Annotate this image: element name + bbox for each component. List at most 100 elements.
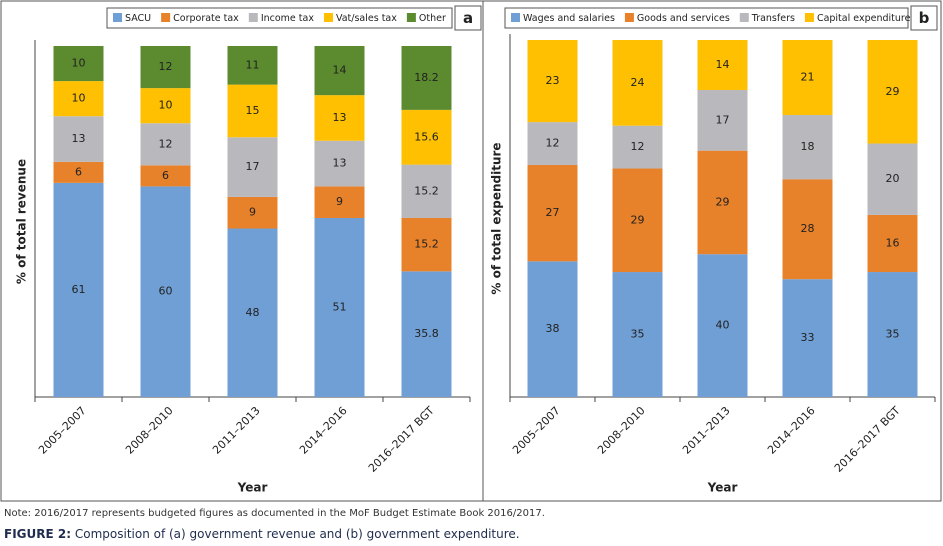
x-tick-label: 2014–2016 xyxy=(297,404,350,457)
bar-segment xyxy=(612,168,663,273)
data-label: 6 xyxy=(162,169,169,182)
data-label: 23 xyxy=(546,74,560,87)
x-tick-label: 2011–2013 xyxy=(680,404,733,457)
data-label: 21 xyxy=(801,70,815,83)
bar-segment xyxy=(697,150,748,255)
x-tick-label: 2014–2016 xyxy=(765,404,818,457)
bar-segment xyxy=(140,123,191,166)
data-label: 20 xyxy=(886,172,900,185)
bar-segment xyxy=(697,254,748,397)
note: Note: 2016/2017 represents budgeted figu… xyxy=(4,508,545,519)
data-label: 18.2 xyxy=(414,71,439,84)
data-label: 29 xyxy=(631,213,645,226)
data-label: 35 xyxy=(886,328,900,341)
bar-segment xyxy=(53,161,104,183)
x-tick-label: 2008–2010 xyxy=(595,404,648,457)
bar-segment xyxy=(227,46,278,85)
bar-segment xyxy=(612,40,663,126)
x-axis-title: Year xyxy=(707,481,738,495)
data-label: 12 xyxy=(159,60,173,73)
legend-label: Corporate tax xyxy=(173,13,239,24)
data-label: 24 xyxy=(631,76,645,89)
bar-segment xyxy=(782,40,833,115)
legend-label: Wages and salaries xyxy=(523,13,615,24)
bar-segment xyxy=(782,114,833,180)
bar-segment xyxy=(53,81,104,117)
figure-label: FIGURE 2: xyxy=(4,527,72,541)
bar-segment xyxy=(53,116,104,162)
x-tick-label: 2016–2017 BGT xyxy=(366,404,437,475)
bar-segment xyxy=(53,182,104,397)
legend-swatch xyxy=(739,13,749,22)
bar-segment xyxy=(401,46,452,110)
data-label: 29 xyxy=(886,85,900,98)
data-label: 12 xyxy=(159,137,173,150)
legend-label: Transfers xyxy=(751,13,795,24)
data-label: 18 xyxy=(801,140,815,153)
data-label: 10 xyxy=(72,57,86,70)
bar-segment xyxy=(527,164,578,262)
data-label: 28 xyxy=(801,222,815,235)
bar-segment xyxy=(867,40,918,144)
legend-swatch xyxy=(511,13,520,22)
data-label: 10 xyxy=(159,99,173,112)
legend-swatch xyxy=(248,13,258,22)
bar-segment xyxy=(867,214,918,273)
y-axis-title: % of total revenue xyxy=(15,159,29,284)
panel-label-box xyxy=(454,5,482,31)
bar-segment xyxy=(314,46,365,96)
data-label: 15.2 xyxy=(414,238,439,251)
bar-segment xyxy=(314,95,365,141)
data-label: 17 xyxy=(716,113,730,126)
data-label: 14 xyxy=(716,58,730,71)
data-label: 40 xyxy=(716,319,730,332)
data-label: 33 xyxy=(801,331,815,344)
legend-swatch xyxy=(113,13,122,22)
figure: 6161310102005–20076061210122008–20104891… xyxy=(0,0,942,502)
x-tick-label: 2011–2013 xyxy=(210,404,263,457)
bar-segment xyxy=(140,165,191,187)
data-label: 9 xyxy=(249,206,256,219)
data-label: 60 xyxy=(159,285,173,298)
x-tick-label: 2005–2007 xyxy=(510,404,563,457)
legend-swatch xyxy=(624,13,634,22)
legend-swatch xyxy=(323,13,333,22)
bar-segment xyxy=(697,40,748,90)
data-label: 35 xyxy=(631,328,645,341)
bar-segment xyxy=(227,228,278,397)
panel-label: b xyxy=(919,9,930,27)
data-label: 35.8 xyxy=(414,327,439,340)
legend-swatch xyxy=(406,13,416,22)
data-label: 48 xyxy=(246,306,260,319)
data-label: 15.6 xyxy=(414,130,439,143)
data-label: 17 xyxy=(246,160,260,173)
bar-segment xyxy=(140,46,191,89)
caption: FIGURE 2: Composition of (a) government … xyxy=(4,527,520,541)
data-label: 29 xyxy=(716,195,730,208)
legend-label: Capital expenditure xyxy=(817,13,911,24)
bar-segment xyxy=(867,272,918,397)
bar-segment xyxy=(53,46,104,82)
bar-segment xyxy=(612,272,663,397)
data-label: 61 xyxy=(72,283,86,296)
bar-segment xyxy=(527,40,578,123)
legend-swatch xyxy=(804,13,814,22)
legend-label: Goods and services xyxy=(637,13,730,24)
bar-segment xyxy=(314,217,365,397)
bar-segment xyxy=(867,143,918,215)
panel-label: a xyxy=(463,9,473,27)
caption-text: Composition of (a) government revenue an… xyxy=(74,527,520,541)
data-label: 11 xyxy=(246,58,260,71)
legend-frame xyxy=(106,7,453,29)
x-tick-label: 2008–2010 xyxy=(123,404,176,457)
data-label: 14 xyxy=(333,64,347,77)
data-label: 10 xyxy=(72,92,86,105)
x-axis-title: Year xyxy=(237,481,268,495)
bar-segment xyxy=(227,84,278,138)
legend-label: Income tax xyxy=(261,13,315,24)
bar-segment xyxy=(401,164,452,218)
bar-segment xyxy=(782,179,833,280)
data-label: 51 xyxy=(333,300,347,313)
bar-segment xyxy=(612,125,663,169)
